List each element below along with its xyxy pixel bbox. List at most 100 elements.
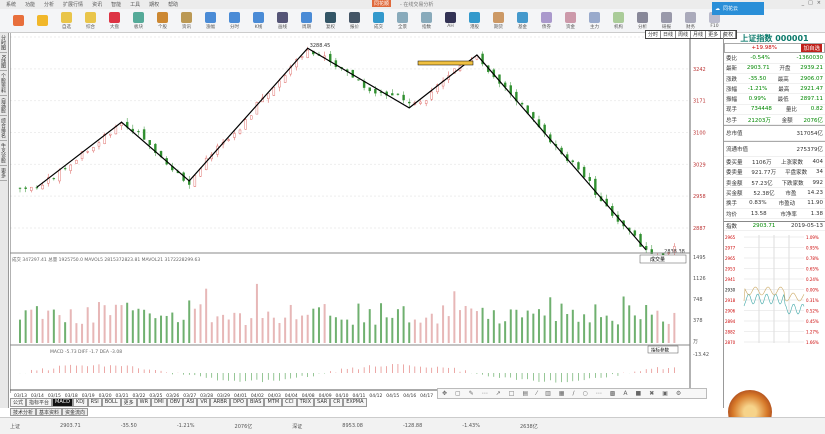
window-control[interactable]: _	[801, 0, 805, 6]
menu-item[interactable]: 分析	[44, 2, 55, 8]
toolbar-button[interactable]: 主力	[584, 10, 605, 32]
menu-item[interactable]: 功能	[25, 2, 36, 8]
toolbar-button[interactable]: 分析	[632, 10, 653, 32]
indicator-tab[interactable]: SAR	[314, 398, 331, 407]
page-tab[interactable]: 技术分析	[10, 408, 37, 416]
toolbar-button[interactable]: 港股	[464, 10, 485, 32]
menu-item[interactable]: 智能	[111, 2, 122, 8]
indicator-tab[interactable]: WR	[136, 398, 152, 407]
drawing-tool-icon[interactable]: ✖	[649, 390, 655, 397]
add-favorite-button[interactable]: 加自选	[801, 44, 822, 53]
indicator-tab[interactable]: 指标平台	[26, 398, 53, 407]
indicator-tab[interactable]: CR	[330, 398, 344, 407]
volume-indicator-button[interactable]	[639, 254, 687, 264]
period-tab[interactable]: 更多	[706, 31, 722, 38]
drawing-tool-icon[interactable]: ✥	[442, 390, 448, 397]
toolbar-button[interactable]: 板块	[128, 10, 149, 32]
drawing-tool-icon[interactable]: ✎	[468, 390, 474, 397]
indicator-tab[interactable]: CCI	[282, 398, 297, 407]
toolbar-button[interactable]: F10	[704, 10, 725, 32]
menu-item[interactable]: 系统	[6, 2, 17, 8]
toolbar-button[interactable]: 基金	[512, 10, 533, 32]
left-tab[interactable]: 自选股	[0, 96, 7, 117]
drawing-tool-icon[interactable]: ○	[582, 390, 588, 397]
indicator-tab[interactable]: ARBR	[210, 398, 231, 407]
indicator-tab[interactable]: DMI	[151, 398, 167, 407]
period-tab[interactable]: 周线	[676, 31, 692, 38]
drawing-tool-icon[interactable]: ■	[635, 390, 642, 397]
window-control[interactable]: ×	[816, 0, 821, 6]
indicator-tab[interactable]: MTM	[264, 398, 283, 407]
toolbar-button[interactable]: 涨幅	[200, 10, 221, 32]
indicator-tab[interactable]: VR	[197, 398, 211, 407]
indicator-tab[interactable]: ASI	[183, 398, 198, 407]
left-tab[interactable]: 分时图	[0, 33, 7, 53]
left-tab[interactable]: 更多	[0, 166, 7, 182]
toolbar-button[interactable]: 全景	[392, 10, 413, 32]
drawing-tool-icon[interactable]: ▩	[609, 390, 616, 397]
drawing-tool-icon[interactable]: □	[508, 390, 515, 397]
indicator-tab[interactable]: TRIX	[296, 398, 315, 407]
left-tab[interactable]: K线图	[0, 53, 7, 72]
toolbar-button[interactable]: 复权	[320, 10, 341, 32]
toolbar-button[interactable]: 画线	[272, 10, 293, 32]
toolbar-button[interactable]: 财务	[680, 10, 701, 32]
indicator-tab[interactable]: OBV	[166, 398, 184, 407]
toolbar-button[interactable]: 分时	[224, 10, 245, 32]
period-tab[interactable]: 日线	[661, 31, 677, 38]
toolbar-button[interactable]: 周期	[296, 10, 317, 32]
menu-item[interactable]: 资讯	[92, 2, 103, 8]
indicator-tab[interactable]: EXPMA	[343, 398, 367, 407]
toolbar-button[interactable]: 指数	[416, 10, 437, 32]
toolbar-button[interactable]: 大盘	[104, 10, 125, 32]
drawing-tool-icon[interactable]: ▦	[558, 390, 565, 397]
cloud-button[interactable]: ☁ 同花云	[712, 2, 764, 15]
left-tab[interactable]: 牛叉诊股	[0, 141, 7, 167]
drawing-tool-icon[interactable]: ⋯	[481, 390, 488, 397]
kline-chart[interactable]: 33133242317131003029295828873288.452838.…	[10, 33, 725, 413]
period-tab[interactable]: 分时	[646, 31, 662, 38]
drawing-tool-icon[interactable]: ⋯	[595, 390, 602, 397]
drawing-tool-icon[interactable]: ▤	[522, 390, 529, 397]
toolbar-button[interactable]: 资金	[560, 10, 581, 32]
period-tab[interactable]: 月线	[691, 31, 707, 38]
toolbar-button[interactable]: AH	[440, 10, 461, 32]
drawing-tool-icon[interactable]: ∕	[572, 390, 575, 397]
indicator-tab[interactable]: MACD	[52, 398, 74, 407]
menu-item[interactable]: 期权	[149, 2, 160, 8]
drawing-tool-icon[interactable]: ⚙	[675, 390, 682, 397]
left-tab[interactable]: 个股资料	[0, 71, 7, 97]
toolbar-button[interactable]: K线	[248, 10, 269, 32]
toolbar-button[interactable]: 自选	[56, 10, 77, 32]
indicator-tab[interactable]: DPO	[230, 398, 247, 407]
drawing-tool-icon[interactable]: ⁄	[536, 390, 538, 397]
drawing-tool-icon[interactable]: ▢	[455, 390, 461, 397]
menu-item[interactable]: 工具	[130, 2, 141, 8]
drawing-tool-icon[interactable]: ↗	[495, 390, 501, 397]
drawing-tool-icon[interactable]: ▣	[662, 390, 668, 397]
indicator-tab[interactable]: RSI	[87, 398, 102, 407]
drawing-tool-icon[interactable]: A	[623, 390, 628, 397]
toolbar-button[interactable]	[8, 10, 29, 32]
page-tab[interactable]: 基本资料	[36, 408, 63, 416]
toolbar-button[interactable]: 机构	[608, 10, 629, 32]
left-tab[interactable]: 综合排名	[0, 116, 7, 142]
drawing-tool-icon[interactable]: ▥	[545, 390, 551, 397]
toolbar-button[interactable]: 报价	[344, 10, 365, 32]
menu-item[interactable]: 帮助	[168, 2, 179, 8]
indicator-tab[interactable]: BOLL	[101, 398, 121, 407]
toolbar-button[interactable]: 资讯	[176, 10, 197, 32]
toolbar-button[interactable]: 研报	[656, 10, 677, 32]
period-tab[interactable]: 复权	[721, 31, 737, 38]
toolbar-button[interactable]: 成交	[368, 10, 389, 32]
toolbar-button[interactable]: 期货	[488, 10, 509, 32]
indicator-tab[interactable]: BIAS	[246, 398, 265, 407]
window-control[interactable]: □	[808, 0, 813, 6]
macd-param-button[interactable]	[647, 345, 679, 354]
indicator-tab[interactable]: 更多	[120, 398, 137, 407]
page-tab[interactable]: 资金流向	[62, 408, 89, 416]
toolbar-button[interactable]	[32, 10, 53, 32]
toolbar-button[interactable]: 债券	[536, 10, 557, 32]
indicator-tab[interactable]: KDJ	[73, 398, 88, 407]
toolbar-button[interactable]: 综合	[80, 10, 101, 32]
